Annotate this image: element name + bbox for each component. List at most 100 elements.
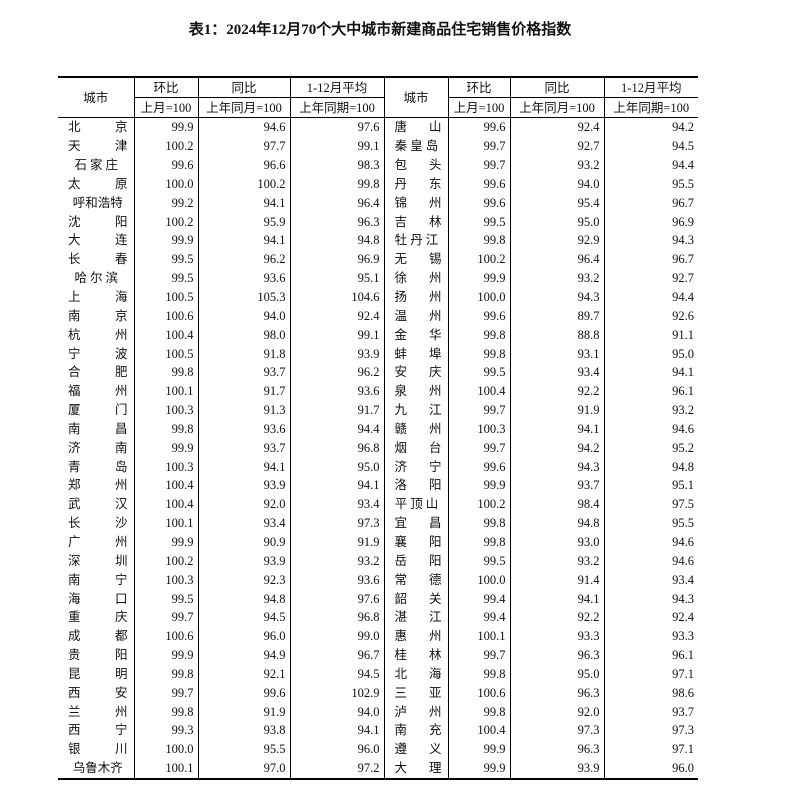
city-name: 大理: [395, 759, 442, 777]
city-name: 牡丹江: [394, 233, 442, 248]
table-row: 厦门 100.3 91.3 91.7 九江 99.7 91.9 93.2: [58, 400, 698, 420]
cell-yoy: 94.1: [509, 589, 604, 608]
cell-city: 呼和浩特: [58, 193, 134, 212]
cell-avg: 102.9: [289, 683, 384, 703]
city-name-char: 包: [394, 158, 408, 173]
city-name: 丹东: [395, 175, 442, 193]
cell-city: 三亚: [383, 683, 448, 703]
cell-city: 常德: [383, 570, 448, 590]
city-name-char: 圳: [114, 553, 128, 568]
cell-avg: 95.0: [289, 457, 384, 477]
city-name-char: 海: [68, 591, 81, 606]
city-name-char: 杭: [68, 327, 81, 342]
city-name-char: 州: [114, 327, 128, 342]
city-name-char: 春: [114, 252, 128, 267]
city-name: 安庆: [395, 363, 442, 381]
city-name-char: 口: [114, 591, 128, 606]
cell-yoy: 93.9: [197, 476, 290, 495]
table-row: 银川 100.0 95.5 96.0 遵义 99.9 96.3 97.1: [58, 739, 698, 759]
city-name-char: 州: [114, 704, 128, 719]
cell-city: 海口: [58, 589, 134, 608]
city-name: 赣州: [395, 420, 442, 438]
city-name-char: 山: [428, 120, 442, 135]
city-name-char: 成: [68, 629, 81, 644]
cell-avg: 96.9: [289, 249, 384, 269]
city-name: 九江: [395, 401, 442, 419]
cell-city: 九江: [383, 400, 448, 420]
city-name-char: 宁: [114, 723, 128, 738]
cell-city: 扬州: [383, 287, 448, 307]
city-name-char: 南: [394, 723, 408, 738]
cell-yoy: 93.7: [197, 362, 290, 382]
cell-avg: 99.0: [289, 626, 384, 646]
cell-avg: 93.4: [289, 494, 384, 514]
cell-yoy: 93.0: [509, 532, 604, 552]
city-name-char: 江: [428, 610, 442, 625]
cell-yoy: 98.4: [509, 494, 604, 514]
table-row: 长沙 100.1 93.4 97.3 宜昌 99.8 94.8 95.5: [58, 513, 698, 533]
cell-mom: 99.6: [447, 457, 510, 477]
cell-avg: 96.7: [603, 249, 698, 269]
cell-mom: 99.7: [447, 155, 510, 175]
cell-mom: 99.5: [133, 589, 198, 608]
cell-avg: 97.6: [289, 589, 384, 608]
cell-yoy: 96.4: [509, 249, 604, 269]
table-body: 北京 99.9 94.6 97.6 唐山 99.6 92.4 94.2 天津 100.2 97.7 9…: [58, 117, 698, 779]
cell-avg: 97.3: [603, 721, 698, 740]
cell-avg: 95.1: [289, 268, 384, 288]
table-row: 深圳 100.2 93.9 93.2 岳阳 99.5 93.2 94.6: [58, 551, 698, 571]
cell-city: 上海: [58, 288, 134, 307]
cell-avg: 96.7: [603, 193, 698, 213]
cell-yoy: 97.7: [197, 136, 290, 156]
city-name-char: 肥: [114, 365, 128, 380]
city-name-char: 北: [68, 120, 81, 135]
cell-city: 宜昌: [383, 513, 448, 533]
city-name-char: 关: [428, 591, 442, 606]
cell-city: 长春: [58, 250, 134, 269]
table-row: 海口 99.5 94.8 97.6 韶关 99.4 94.1 94.3: [58, 589, 698, 608]
cell-mom: 99.7: [447, 136, 510, 156]
city-name-char: 昌: [114, 421, 128, 436]
cell-yoy: 95.0: [509, 212, 604, 232]
cell-yoy: 94.1: [197, 193, 290, 213]
cell-yoy: 94.9: [197, 645, 290, 665]
cell-city: 济南: [58, 438, 134, 457]
cell-city: 南充: [383, 721, 448, 740]
cell-mom: 100.2: [133, 551, 198, 571]
table-row: 南宁 100.3 92.3 93.6 常德 100.0 91.4 93.4: [58, 570, 698, 590]
city-name: 上海: [68, 288, 128, 306]
cell-yoy: 94.3: [509, 457, 604, 477]
table-row: 西安 99.7 99.6 102.9 三亚 100.6 96.3 98.6: [58, 683, 698, 703]
table-row: 呼和浩特 99.2 94.1 96.4 锦州 99.6 95.4 96.7: [58, 193, 698, 213]
cell-mom: 100.0: [447, 287, 510, 307]
city-name-char: 锦: [394, 195, 408, 210]
city-name-char: 昆: [68, 666, 81, 681]
city-name-char: 汉: [114, 497, 128, 512]
cell-yoy: 93.1: [509, 344, 604, 363]
city-name: 济南: [68, 439, 128, 457]
cell-mom: 99.4: [447, 589, 510, 608]
city-name-char: 波: [114, 346, 128, 361]
city-name: 福州: [68, 382, 128, 400]
cell-mom: 99.8: [133, 664, 198, 684]
cell-city: 金华: [383, 325, 448, 345]
cell-mom: 100.3: [133, 400, 198, 420]
cell-mom: 99.8: [133, 419, 198, 439]
cell-yoy: 89.7: [509, 306, 604, 326]
table-row: 哈尔滨 99.5 93.6 95.1 徐州 99.9 93.2 92.7: [58, 268, 698, 288]
cell-avg: 94.5: [603, 136, 698, 156]
cell-city: 包头: [383, 155, 448, 175]
city-name-char: 温: [394, 308, 408, 323]
table-row: 福州 100.1 91.7 93.6 泉州 100.4 92.2 96.1: [58, 381, 698, 401]
cell-yoy: 93.9: [509, 758, 604, 779]
city-name: 沈阳: [68, 213, 128, 231]
cell-yoy: 94.2: [509, 438, 604, 458]
city-name: 长春: [68, 250, 128, 268]
city-name: 呼和浩特: [72, 195, 123, 210]
header-mom: 环比: [133, 77, 198, 98]
cell-avg: 97.6: [289, 117, 384, 137]
cell-yoy: 91.8: [197, 344, 290, 363]
city-name: 秦皇岛: [394, 139, 442, 154]
city-name: 锦州: [395, 194, 442, 212]
city-name: 唐山: [395, 118, 442, 136]
